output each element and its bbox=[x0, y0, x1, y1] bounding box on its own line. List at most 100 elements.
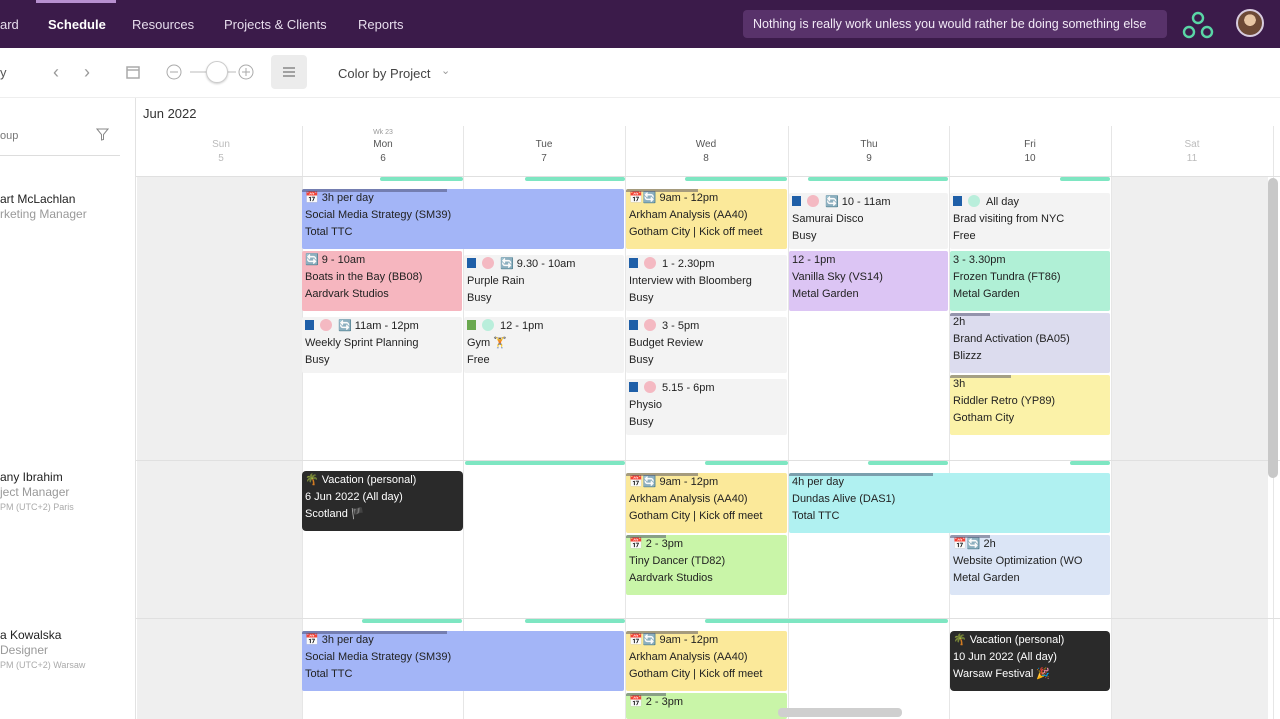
calendar-source-icon bbox=[792, 196, 801, 206]
search-underline bbox=[0, 155, 120, 156]
person-3[interactable]: a Kowalska Designer PM (UTC+2) Warsaw bbox=[0, 628, 85, 673]
user-avatar[interactable] bbox=[1236, 9, 1264, 37]
calendar-source-icon bbox=[305, 320, 314, 330]
capacity-bar bbox=[705, 619, 948, 623]
group-by-label: oup bbox=[0, 130, 19, 142]
calendar-icon[interactable] bbox=[126, 65, 140, 79]
calendar-source-icon bbox=[629, 382, 638, 392]
today-button[interactable]: y bbox=[0, 65, 7, 80]
status-dot bbox=[482, 257, 494, 269]
col-divider bbox=[625, 126, 626, 719]
event-card[interactable]: 12 - 1pm Vanilla Sky (VS14) Metal Garden bbox=[789, 251, 948, 311]
status-dot bbox=[320, 319, 332, 331]
month-label: Jun 2022 bbox=[143, 106, 197, 121]
person-timezone: PM (UTC+2) Paris bbox=[0, 502, 74, 512]
col-divider bbox=[949, 126, 950, 719]
horizontal-scrollbar[interactable] bbox=[778, 708, 902, 717]
list-view-button[interactable] bbox=[271, 55, 307, 89]
person-role: ject Manager bbox=[0, 485, 70, 499]
top-nav-bar: ard Schedule Resources Projects & Client… bbox=[0, 0, 1280, 48]
capacity-bar bbox=[705, 461, 788, 465]
zoom-out-icon[interactable] bbox=[166, 64, 182, 80]
col-divider bbox=[788, 126, 789, 719]
event-card[interactable]: 📅 3h per day Social Media Strategy (SM39)… bbox=[302, 189, 624, 249]
calendar-source-icon bbox=[629, 320, 638, 330]
event-card[interactable]: 3 - 5pm Budget Review Busy bbox=[626, 317, 787, 373]
person-1[interactable]: art McLachlan rketing Manager bbox=[0, 192, 87, 222]
calendar-source-icon bbox=[629, 258, 638, 268]
event-card[interactable]: 🌴 Vacation (personal) 10 Jun 2022 (All da… bbox=[950, 631, 1110, 691]
person-timezone: PM (UTC+2) Warsaw bbox=[0, 660, 86, 670]
status-dot bbox=[644, 381, 656, 393]
filter-icon[interactable] bbox=[96, 128, 109, 141]
event-card[interactable]: 📅🔄 9am - 12pm Arkham Analysis (AA40) Gotha… bbox=[626, 189, 787, 249]
day-header-fri[interactable]: Fri 10 bbox=[1024, 139, 1036, 164]
event-card[interactable]: 1 - 2.30pm Interview with Bloomberg Busy bbox=[626, 255, 787, 311]
col-divider bbox=[1111, 126, 1112, 719]
prev-arrow-icon[interactable]: ‹ bbox=[53, 62, 59, 82]
event-card[interactable]: 3 - 3.30pm Frozen Tundra (FT86) Metal Gard… bbox=[950, 251, 1110, 311]
day-header-mon[interactable]: Wk 23 Mon 6 bbox=[373, 129, 393, 164]
weekend-shade-sun bbox=[137, 176, 302, 719]
capacity-bar bbox=[525, 619, 625, 623]
day-header-tue[interactable]: Tue 7 bbox=[535, 139, 553, 164]
day-header-sun[interactable]: Sun 5 bbox=[212, 139, 230, 164]
event-card[interactable]: 📅🔄 9am - 12pm Arkham Analysis (AA40) Gotha… bbox=[626, 631, 787, 691]
event-card[interactable]: 🔄 11am - 12pm Weekly Sprint Planning Busy bbox=[302, 317, 462, 373]
day-header-sat[interactable]: Sat 11 bbox=[1184, 139, 1200, 164]
event-card[interactable]: 📅🔄 2h Website Optimization (WO Metal Garde… bbox=[950, 535, 1110, 595]
next-arrow-icon[interactable]: › bbox=[84, 62, 90, 82]
col-divider bbox=[463, 126, 464, 719]
calendar-source-icon bbox=[467, 320, 476, 330]
event-card[interactable]: 2h Brand Activation (BA05) Blizzz bbox=[950, 313, 1110, 373]
chevron-down-icon[interactable]: ⌄ bbox=[441, 65, 451, 77]
list-icon bbox=[283, 67, 295, 77]
event-card[interactable]: 12 - 1pm Gym 🏋 Free bbox=[464, 317, 624, 373]
motivational-quote: Nothing is really work unless you would … bbox=[743, 10, 1167, 38]
app-logo-icon[interactable] bbox=[1181, 10, 1215, 40]
weekend-shade-sat bbox=[1112, 176, 1268, 719]
capacity-bar bbox=[868, 461, 948, 465]
zoom-in-icon[interactable] bbox=[238, 64, 254, 80]
color-by-dropdown[interactable]: Color by Project bbox=[338, 66, 431, 81]
row-divider bbox=[136, 176, 1280, 177]
status-dot bbox=[968, 195, 980, 207]
status-dot bbox=[644, 319, 656, 331]
nav-projects-clients[interactable]: Projects & Clients bbox=[224, 17, 327, 32]
capacity-bar bbox=[465, 461, 625, 465]
capacity-bar bbox=[362, 619, 462, 623]
calendar-source-icon bbox=[953, 196, 962, 206]
event-card[interactable]: 📅 2 - 3pm Tiny Dancer (TD82) Aardvark Stud… bbox=[626, 535, 787, 595]
capacity-bar bbox=[525, 177, 625, 181]
person-2[interactable]: any Ibrahim ject Manager PM (UTC+2) Pari… bbox=[0, 470, 74, 515]
nav-schedule[interactable]: Schedule bbox=[48, 17, 106, 32]
event-card[interactable]: 3h Riddler Retro (YP89) Gotham City bbox=[950, 375, 1110, 435]
vertical-scrollbar[interactable] bbox=[1268, 178, 1278, 478]
capacity-bar bbox=[808, 177, 948, 181]
event-card[interactable]: 🔄 10 - 11am Samurai Disco Busy bbox=[789, 193, 948, 249]
people-panel: oup bbox=[0, 98, 136, 719]
row-divider bbox=[136, 618, 1280, 619]
event-card[interactable]: 5.15 - 6pm Physio Busy bbox=[626, 379, 787, 435]
event-card[interactable]: 📅 3h per day Social Media Strategy (SM39)… bbox=[302, 631, 624, 691]
nav-reports[interactable]: Reports bbox=[358, 17, 404, 32]
event-card[interactable]: 📅🔄 9am - 12pm Arkham Analysis (AA40) Gotha… bbox=[626, 473, 787, 533]
day-header-thu[interactable]: Thu 9 bbox=[860, 139, 878, 164]
zoom-slider-handle[interactable] bbox=[206, 61, 228, 83]
person-name: a Kowalska bbox=[0, 628, 62, 642]
row-divider bbox=[136, 460, 1280, 461]
event-card[interactable]: 📅 2 - 3pm bbox=[626, 693, 787, 719]
person-name: any Ibrahim bbox=[0, 470, 63, 484]
capacity-bar bbox=[1070, 461, 1110, 465]
nav-resources[interactable]: Resources bbox=[132, 17, 195, 32]
event-card[interactable]: 🌴 Vacation (personal) 6 Jun 2022 (All day… bbox=[302, 471, 463, 531]
event-card[interactable]: 4h per day Dundas Alive (DAS1) Total TTC bbox=[789, 473, 1110, 533]
capacity-bar bbox=[1060, 177, 1110, 181]
nav-dashboard[interactable]: ard bbox=[0, 17, 19, 32]
event-card[interactable]: 🔄 9 - 10am Boats in the Bay (BB08) Aardvar… bbox=[302, 251, 462, 311]
day-header-wed[interactable]: Wed 8 bbox=[695, 139, 717, 164]
event-card[interactable]: 🔄 9.30 - 10am Purple Rain Busy bbox=[464, 255, 624, 311]
event-card[interactable]: All day Brad visiting from NYC Free bbox=[950, 193, 1110, 249]
status-dot bbox=[807, 195, 819, 207]
status-dot bbox=[644, 257, 656, 269]
